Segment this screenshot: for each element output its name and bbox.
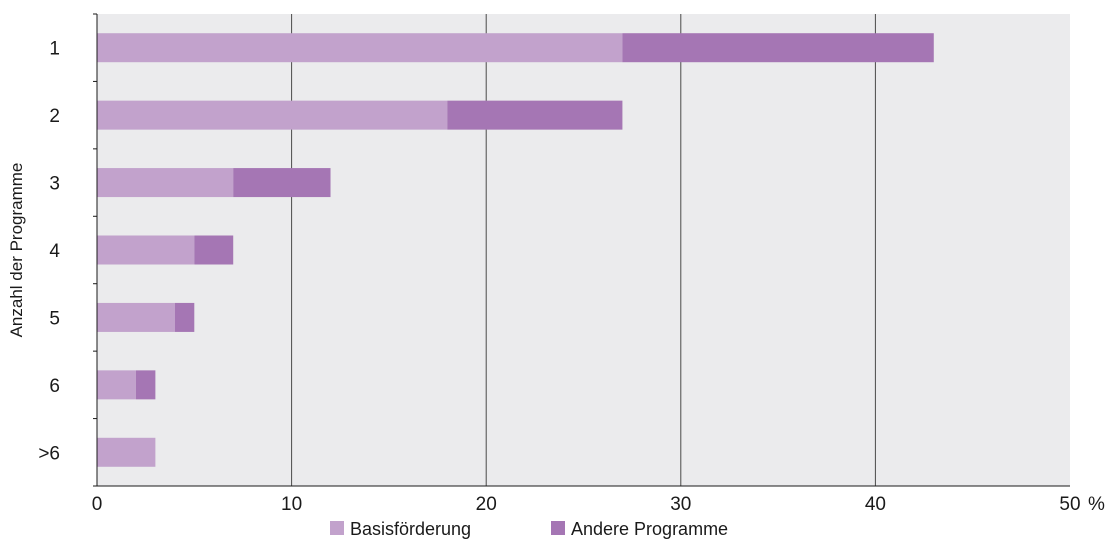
x-axis: 0 10 20 30 40 50 [92, 485, 1081, 515]
y-tick-label: 4 [49, 241, 60, 262]
bar-basis-7 [97, 437, 156, 467]
x-tick-label: 0 [92, 494, 103, 515]
gridlines [291, 14, 876, 486]
y-tick-label: 1 [49, 39, 60, 60]
legend-label: Andere Programme [571, 519, 728, 539]
bar-basis-2 [97, 100, 448, 130]
legend: Basisförderung Andere Programme [330, 519, 728, 539]
bars [97, 33, 934, 467]
bar-andere-3 [233, 168, 331, 198]
x-tick-label: 20 [476, 494, 497, 515]
bar-basis-6 [97, 370, 136, 400]
x-axis-unit: % [1088, 494, 1105, 515]
bar-basis-3 [97, 168, 234, 198]
bar-andere-2 [447, 100, 623, 130]
y-tick-label: 2 [49, 106, 60, 127]
x-tick-label: 30 [670, 494, 691, 515]
bar-andere-4 [194, 235, 234, 265]
y-tick-label: >6 [38, 443, 60, 464]
y-axis-title: Anzahl der Programme [7, 163, 26, 338]
legend-swatch [551, 521, 565, 535]
bar-andere-1 [622, 33, 934, 63]
bar-basis-4 [97, 235, 195, 265]
legend-label: Basisförderung [350, 519, 471, 539]
y-axis: 1 2 3 4 5 6 >6 [38, 13, 98, 487]
bar-basis-5 [97, 302, 175, 332]
bar-andere-6 [135, 370, 156, 400]
y-tick-label: 5 [49, 308, 60, 329]
x-tick-label: 50 [1059, 494, 1080, 515]
x-tick-label: 10 [281, 494, 302, 515]
plot-background [97, 14, 1070, 486]
bar-andere-5 [174, 302, 195, 332]
bar-basis-1 [97, 33, 623, 63]
y-tick-label: 3 [49, 174, 60, 195]
x-tick-label: 40 [865, 494, 886, 515]
y-tick-label: 6 [49, 376, 60, 397]
legend-swatch [330, 521, 344, 535]
